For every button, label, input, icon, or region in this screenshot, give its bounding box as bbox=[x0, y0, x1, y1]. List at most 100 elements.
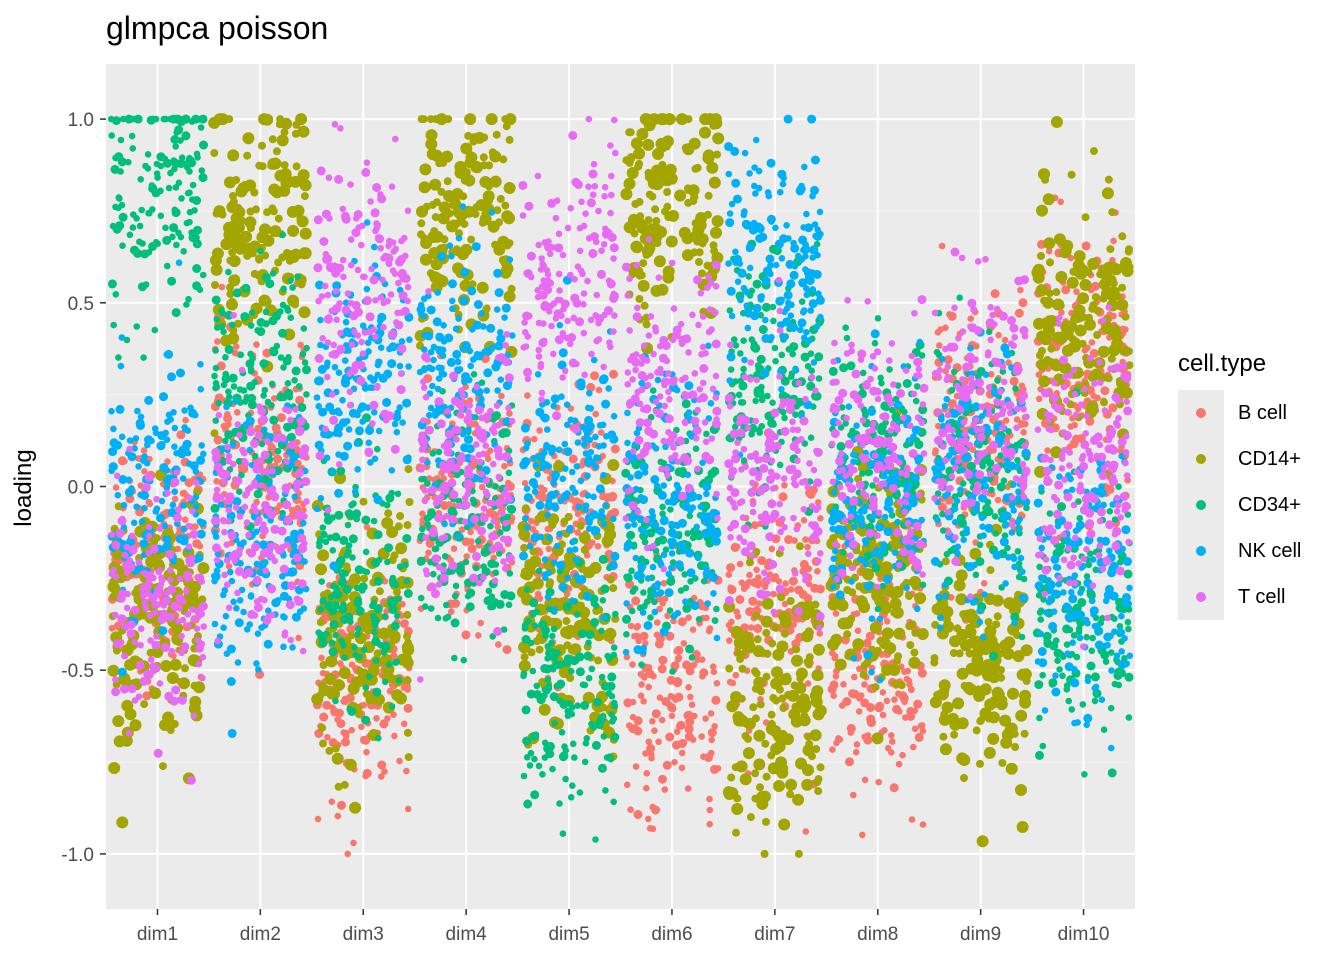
data-point bbox=[222, 437, 229, 445]
data-point bbox=[256, 318, 266, 327]
data-point bbox=[635, 637, 642, 645]
data-point bbox=[956, 667, 969, 680]
data-point bbox=[218, 283, 226, 291]
data-point bbox=[929, 696, 942, 709]
data-point bbox=[349, 573, 361, 586]
data-point bbox=[871, 339, 879, 347]
data-point bbox=[124, 658, 137, 671]
data-point bbox=[973, 690, 986, 702]
data-point bbox=[355, 625, 362, 633]
data-point bbox=[271, 423, 281, 433]
data-point bbox=[468, 280, 477, 289]
data-point bbox=[148, 242, 158, 251]
data-point bbox=[190, 681, 199, 690]
data-point bbox=[590, 371, 600, 381]
data-point bbox=[906, 711, 916, 721]
data-point bbox=[133, 323, 140, 330]
data-point bbox=[220, 238, 233, 251]
data-point bbox=[390, 621, 400, 631]
data-point bbox=[692, 575, 699, 582]
data-point bbox=[171, 488, 178, 496]
data-point bbox=[456, 566, 465, 576]
data-point bbox=[144, 151, 152, 158]
data-point bbox=[477, 619, 485, 627]
data-point bbox=[170, 135, 180, 144]
data-point bbox=[658, 655, 668, 665]
data-point bbox=[545, 545, 553, 553]
data-point bbox=[859, 369, 867, 377]
data-point bbox=[879, 711, 887, 719]
data-point bbox=[273, 342, 281, 350]
data-point bbox=[198, 167, 206, 174]
data-point bbox=[112, 715, 125, 728]
data-point bbox=[425, 549, 432, 556]
data-point bbox=[1044, 447, 1051, 454]
data-point bbox=[781, 482, 788, 489]
data-point bbox=[375, 556, 383, 564]
data-point bbox=[229, 326, 238, 335]
data-point bbox=[706, 820, 713, 828]
data-point bbox=[300, 192, 309, 201]
data-point bbox=[627, 806, 634, 813]
data-point bbox=[429, 271, 442, 284]
data-point bbox=[359, 497, 368, 506]
data-point bbox=[137, 491, 144, 499]
data-point bbox=[581, 681, 589, 689]
data-point bbox=[985, 328, 993, 336]
data-point bbox=[502, 645, 512, 655]
data-point bbox=[798, 714, 811, 727]
data-point bbox=[862, 568, 874, 581]
data-point bbox=[1049, 641, 1059, 651]
data-point bbox=[814, 499, 822, 506]
data-point bbox=[670, 661, 680, 671]
data-point bbox=[769, 693, 778, 702]
data-point bbox=[778, 492, 788, 502]
data-point bbox=[1104, 175, 1113, 184]
data-point bbox=[381, 678, 389, 686]
data-point bbox=[404, 753, 413, 762]
data-point bbox=[529, 611, 537, 618]
data-point bbox=[780, 376, 790, 386]
data-point bbox=[247, 322, 255, 329]
data-point bbox=[221, 374, 231, 384]
data-point bbox=[1125, 606, 1133, 613]
data-point bbox=[173, 129, 180, 136]
data-point bbox=[1113, 292, 1122, 301]
data-point bbox=[871, 732, 884, 745]
data-point bbox=[151, 425, 159, 432]
data-point bbox=[708, 736, 715, 744]
data-point bbox=[944, 622, 953, 631]
data-point bbox=[665, 732, 675, 742]
data-point bbox=[753, 566, 760, 574]
data-point bbox=[225, 393, 233, 401]
data-point bbox=[428, 510, 436, 517]
data-point bbox=[727, 584, 734, 591]
data-point bbox=[108, 467, 115, 475]
data-point bbox=[577, 629, 587, 639]
data-point bbox=[440, 243, 449, 252]
data-point bbox=[895, 690, 902, 697]
data-point bbox=[677, 617, 687, 627]
data-point bbox=[993, 612, 1002, 621]
data-point bbox=[712, 132, 725, 145]
data-point bbox=[869, 482, 876, 489]
data-point bbox=[760, 849, 769, 858]
data-point bbox=[1000, 477, 1008, 485]
data-point bbox=[505, 601, 513, 609]
data-point bbox=[151, 326, 159, 334]
data-point bbox=[969, 547, 982, 560]
data-point bbox=[319, 596, 327, 604]
data-point bbox=[941, 557, 950, 566]
data-point bbox=[804, 543, 811, 551]
data-point bbox=[660, 580, 668, 587]
data-point bbox=[556, 572, 569, 585]
data-point bbox=[1100, 726, 1108, 733]
data-point bbox=[878, 637, 891, 650]
data-point bbox=[502, 122, 511, 131]
data-point bbox=[247, 365, 255, 373]
data-point bbox=[802, 536, 809, 543]
data-point bbox=[177, 233, 185, 241]
data-point bbox=[1078, 339, 1087, 348]
data-point bbox=[319, 712, 329, 722]
data-point bbox=[666, 607, 674, 614]
